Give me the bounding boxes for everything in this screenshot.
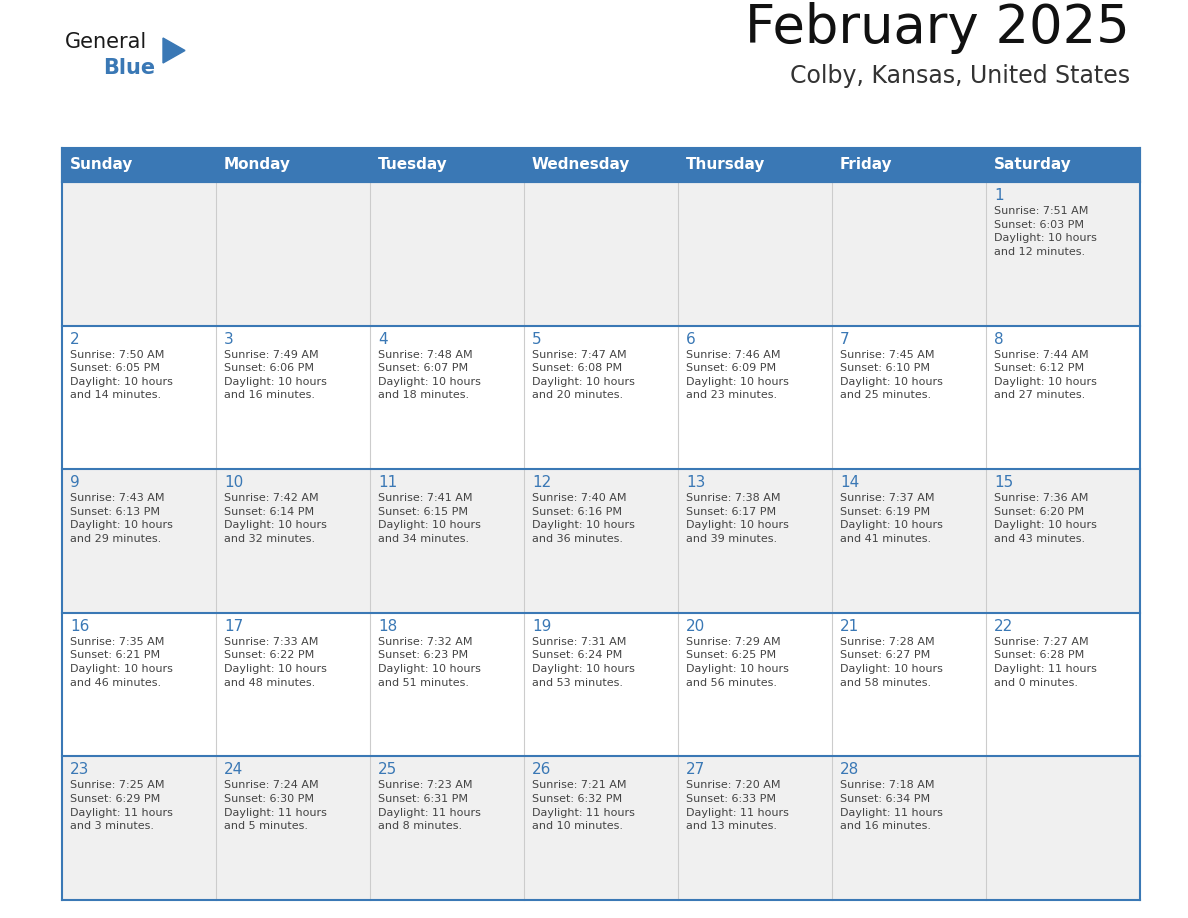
Text: 26: 26 — [532, 763, 551, 778]
Text: Sunrise: 7:36 AM
Sunset: 6:20 PM
Daylight: 10 hours
and 43 minutes.: Sunrise: 7:36 AM Sunset: 6:20 PM Dayligh… — [994, 493, 1097, 544]
Text: 1: 1 — [994, 188, 1004, 203]
Bar — [62, 148, 1140, 182]
Bar — [62, 148, 1140, 182]
Text: 18: 18 — [378, 619, 397, 633]
Text: 21: 21 — [840, 619, 859, 633]
Text: Sunrise: 7:21 AM
Sunset: 6:32 PM
Daylight: 11 hours
and 10 minutes.: Sunrise: 7:21 AM Sunset: 6:32 PM Dayligh… — [532, 780, 634, 831]
Text: Wednesday: Wednesday — [532, 158, 631, 173]
Text: Sunrise: 7:29 AM
Sunset: 6:25 PM
Daylight: 10 hours
and 56 minutes.: Sunrise: 7:29 AM Sunset: 6:25 PM Dayligh… — [685, 637, 789, 688]
Text: Sunrise: 7:28 AM
Sunset: 6:27 PM
Daylight: 10 hours
and 58 minutes.: Sunrise: 7:28 AM Sunset: 6:27 PM Dayligh… — [840, 637, 943, 688]
Text: Sunrise: 7:40 AM
Sunset: 6:16 PM
Daylight: 10 hours
and 36 minutes.: Sunrise: 7:40 AM Sunset: 6:16 PM Dayligh… — [532, 493, 634, 544]
Text: Sunrise: 7:50 AM
Sunset: 6:05 PM
Daylight: 10 hours
and 14 minutes.: Sunrise: 7:50 AM Sunset: 6:05 PM Dayligh… — [70, 350, 173, 400]
Text: Sunrise: 7:42 AM
Sunset: 6:14 PM
Daylight: 10 hours
and 32 minutes.: Sunrise: 7:42 AM Sunset: 6:14 PM Dayligh… — [225, 493, 327, 544]
Text: February 2025: February 2025 — [745, 2, 1130, 54]
Text: 16: 16 — [70, 619, 89, 633]
Text: 15: 15 — [994, 476, 1013, 490]
Text: Sunrise: 7:35 AM
Sunset: 6:21 PM
Daylight: 10 hours
and 46 minutes.: Sunrise: 7:35 AM Sunset: 6:21 PM Dayligh… — [70, 637, 173, 688]
Text: Sunrise: 7:18 AM
Sunset: 6:34 PM
Daylight: 11 hours
and 16 minutes.: Sunrise: 7:18 AM Sunset: 6:34 PM Dayligh… — [840, 780, 943, 831]
Text: Sunrise: 7:45 AM
Sunset: 6:10 PM
Daylight: 10 hours
and 25 minutes.: Sunrise: 7:45 AM Sunset: 6:10 PM Dayligh… — [840, 350, 943, 400]
Text: Sunrise: 7:27 AM
Sunset: 6:28 PM
Daylight: 11 hours
and 0 minutes.: Sunrise: 7:27 AM Sunset: 6:28 PM Dayligh… — [994, 637, 1097, 688]
Text: 8: 8 — [994, 331, 1004, 347]
Text: Sunrise: 7:41 AM
Sunset: 6:15 PM
Daylight: 10 hours
and 34 minutes.: Sunrise: 7:41 AM Sunset: 6:15 PM Dayligh… — [378, 493, 481, 544]
Text: Blue: Blue — [103, 58, 156, 78]
Text: 13: 13 — [685, 476, 706, 490]
Text: Sunrise: 7:20 AM
Sunset: 6:33 PM
Daylight: 11 hours
and 13 minutes.: Sunrise: 7:20 AM Sunset: 6:33 PM Dayligh… — [685, 780, 789, 831]
Text: Sunrise: 7:51 AM
Sunset: 6:03 PM
Daylight: 10 hours
and 12 minutes.: Sunrise: 7:51 AM Sunset: 6:03 PM Dayligh… — [994, 206, 1097, 257]
Text: Tuesday: Tuesday — [378, 158, 448, 173]
Text: Colby, Kansas, United States: Colby, Kansas, United States — [790, 64, 1130, 88]
Bar — [62, 182, 1140, 326]
Text: 27: 27 — [685, 763, 706, 778]
Text: 5: 5 — [532, 331, 542, 347]
Text: Sunrise: 7:25 AM
Sunset: 6:29 PM
Daylight: 11 hours
and 3 minutes.: Sunrise: 7:25 AM Sunset: 6:29 PM Dayligh… — [70, 780, 173, 831]
Text: 22: 22 — [994, 619, 1013, 633]
Bar — [62, 756, 1140, 900]
Text: Sunrise: 7:31 AM
Sunset: 6:24 PM
Daylight: 10 hours
and 53 minutes.: Sunrise: 7:31 AM Sunset: 6:24 PM Dayligh… — [532, 637, 634, 688]
Text: 7: 7 — [840, 331, 849, 347]
Text: 14: 14 — [840, 476, 859, 490]
Text: Sunday: Sunday — [70, 158, 133, 173]
Text: Sunrise: 7:23 AM
Sunset: 6:31 PM
Daylight: 11 hours
and 8 minutes.: Sunrise: 7:23 AM Sunset: 6:31 PM Dayligh… — [378, 780, 481, 831]
Text: Sunrise: 7:44 AM
Sunset: 6:12 PM
Daylight: 10 hours
and 27 minutes.: Sunrise: 7:44 AM Sunset: 6:12 PM Dayligh… — [994, 350, 1097, 400]
Text: Sunrise: 7:33 AM
Sunset: 6:22 PM
Daylight: 10 hours
and 48 minutes.: Sunrise: 7:33 AM Sunset: 6:22 PM Dayligh… — [225, 637, 327, 688]
Text: Sunrise: 7:24 AM
Sunset: 6:30 PM
Daylight: 11 hours
and 5 minutes.: Sunrise: 7:24 AM Sunset: 6:30 PM Dayligh… — [225, 780, 327, 831]
Text: Sunrise: 7:46 AM
Sunset: 6:09 PM
Daylight: 10 hours
and 23 minutes.: Sunrise: 7:46 AM Sunset: 6:09 PM Dayligh… — [685, 350, 789, 400]
Bar — [62, 469, 1140, 613]
Text: 6: 6 — [685, 331, 696, 347]
Text: 9: 9 — [70, 476, 80, 490]
Text: 12: 12 — [532, 476, 551, 490]
Text: 24: 24 — [225, 763, 244, 778]
Text: Sunrise: 7:32 AM
Sunset: 6:23 PM
Daylight: 10 hours
and 51 minutes.: Sunrise: 7:32 AM Sunset: 6:23 PM Dayligh… — [378, 637, 481, 688]
Text: 19: 19 — [532, 619, 551, 633]
Text: 4: 4 — [378, 331, 387, 347]
Text: 28: 28 — [840, 763, 859, 778]
Text: 25: 25 — [378, 763, 397, 778]
Text: Saturday: Saturday — [994, 158, 1072, 173]
Polygon shape — [163, 38, 185, 63]
Text: 10: 10 — [225, 476, 244, 490]
Text: Sunrise: 7:37 AM
Sunset: 6:19 PM
Daylight: 10 hours
and 41 minutes.: Sunrise: 7:37 AM Sunset: 6:19 PM Dayligh… — [840, 493, 943, 544]
Bar — [62, 326, 1140, 469]
Text: 3: 3 — [225, 331, 234, 347]
Text: 11: 11 — [378, 476, 397, 490]
Text: Monday: Monday — [225, 158, 291, 173]
Bar — [62, 613, 1140, 756]
Text: 17: 17 — [225, 619, 244, 633]
Text: Sunrise: 7:48 AM
Sunset: 6:07 PM
Daylight: 10 hours
and 18 minutes.: Sunrise: 7:48 AM Sunset: 6:07 PM Dayligh… — [378, 350, 481, 400]
Text: Sunrise: 7:38 AM
Sunset: 6:17 PM
Daylight: 10 hours
and 39 minutes.: Sunrise: 7:38 AM Sunset: 6:17 PM Dayligh… — [685, 493, 789, 544]
Text: Sunrise: 7:47 AM
Sunset: 6:08 PM
Daylight: 10 hours
and 20 minutes.: Sunrise: 7:47 AM Sunset: 6:08 PM Dayligh… — [532, 350, 634, 400]
Text: Thursday: Thursday — [685, 158, 765, 173]
Text: 23: 23 — [70, 763, 89, 778]
Text: Friday: Friday — [840, 158, 892, 173]
Text: General: General — [65, 32, 147, 52]
Text: Sunrise: 7:43 AM
Sunset: 6:13 PM
Daylight: 10 hours
and 29 minutes.: Sunrise: 7:43 AM Sunset: 6:13 PM Dayligh… — [70, 493, 173, 544]
Text: Sunrise: 7:49 AM
Sunset: 6:06 PM
Daylight: 10 hours
and 16 minutes.: Sunrise: 7:49 AM Sunset: 6:06 PM Dayligh… — [225, 350, 327, 400]
Text: 2: 2 — [70, 331, 80, 347]
Text: 20: 20 — [685, 619, 706, 633]
